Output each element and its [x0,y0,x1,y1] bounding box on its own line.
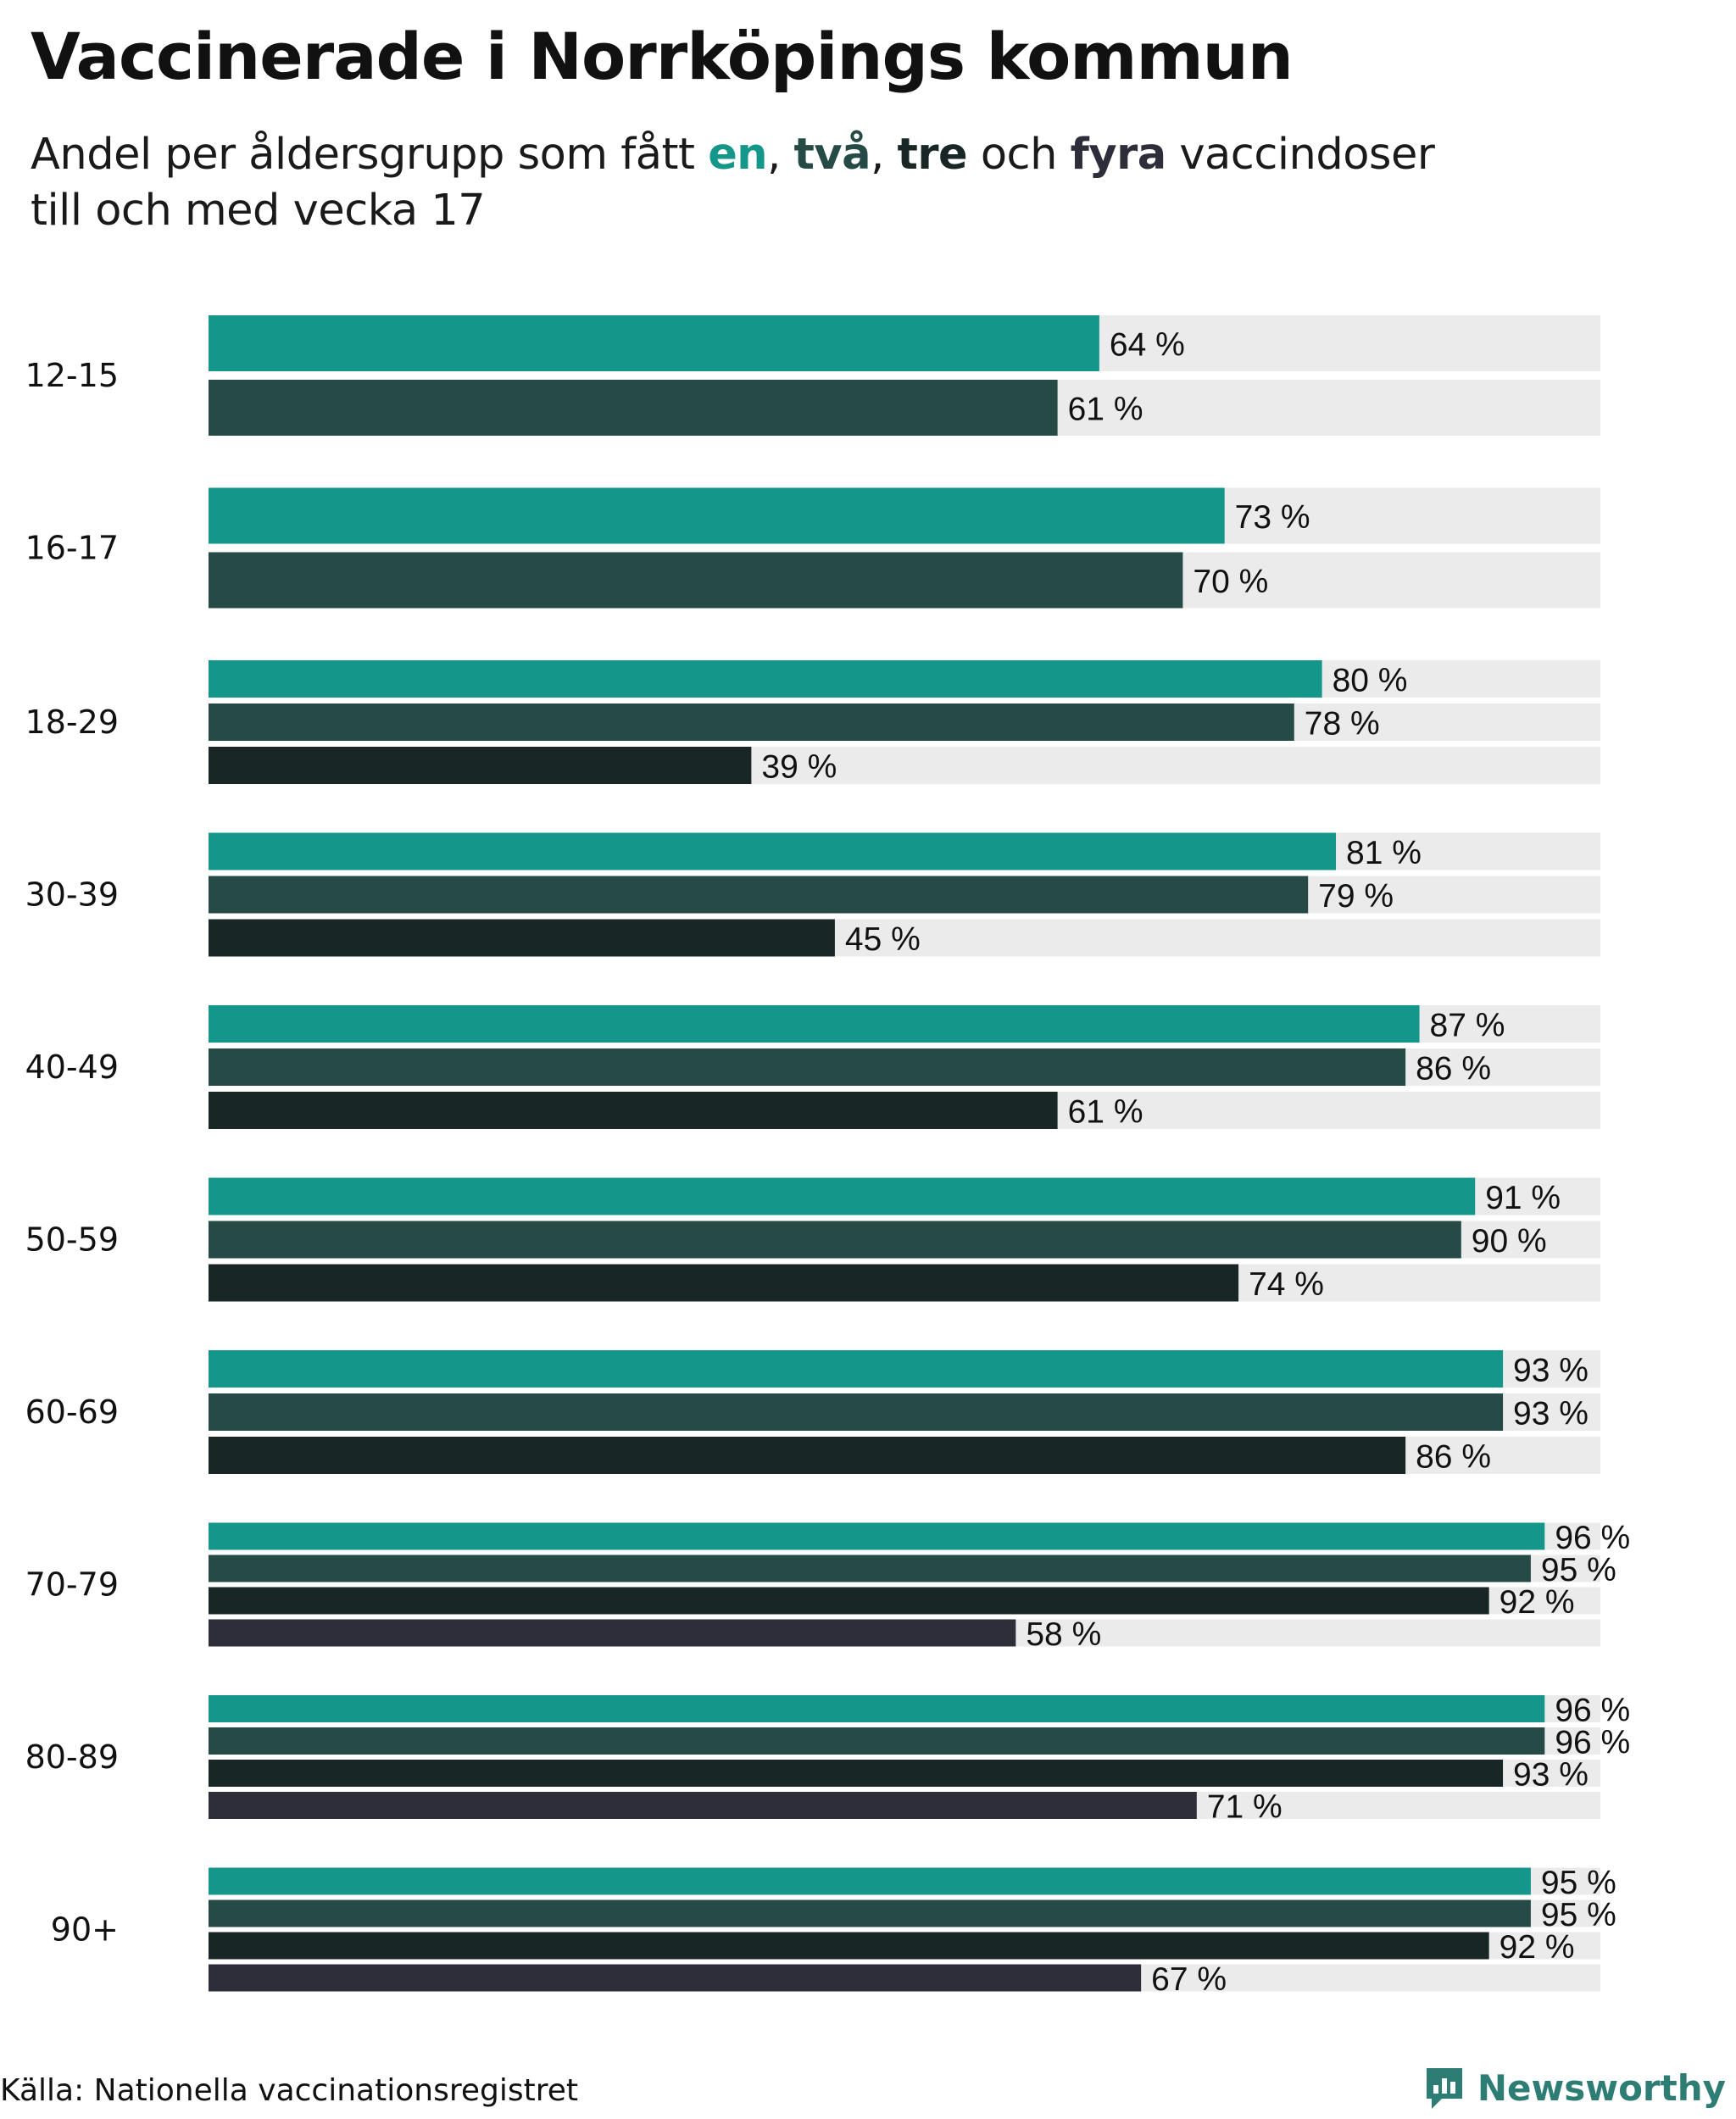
bar-18-29-dose-två [209,704,1294,741]
age-group-label: 18-29 [25,704,119,741]
bar-value-label: 95 % [1541,1552,1616,1588]
bar-12-15-dose-en [209,315,1099,371]
bar-50-59-dose-två [209,1221,1461,1259]
bar-80-89-dose-fyra [209,1792,1197,1819]
bar-value-label: 96 % [1555,1725,1630,1761]
age-group-label: 30-39 [25,876,119,914]
bar-value-label: 78 % [1305,706,1380,742]
age-group-label: 50-59 [25,1221,119,1259]
bar-value-label: 39 % [761,749,837,786]
age-group-label: 80-89 [25,1738,119,1776]
bar-90+-dose-två [209,1899,1531,1927]
age-group-label: 12-15 [25,357,119,394]
bar-value-label: 95 % [1541,1897,1616,1933]
age-group-label: 90+ [51,1911,119,1949]
bar-value-label: 93 % [1513,1757,1589,1794]
bar-value-label: 70 % [1193,564,1268,600]
subtitle-prefix: Andel per åldersgrupp som fått [31,130,709,180]
bar-value-label: 67 % [1151,1961,1227,1998]
subtitle-dose-four: fyra [1070,130,1167,180]
subtitle-dose-two: två [793,130,871,180]
bar-value-label: 96 % [1555,1520,1630,1556]
bar-40-49-dose-två [209,1048,1406,1086]
bar-value-label: 90 % [1472,1223,1547,1260]
bar-80-89-dose-två [209,1727,1545,1755]
bar-value-label: 45 % [845,921,921,958]
bar-60-69-dose-tre [209,1437,1406,1474]
age-group-label: 16-17 [25,530,119,567]
bar-16-17-dose-två [209,552,1183,609]
bar-50-59-dose-en [209,1177,1476,1215]
bar-60-69-dose-två [209,1393,1504,1431]
bar-70-79-dose-två [209,1554,1531,1582]
bar-value-label: 96 % [1555,1693,1630,1729]
bar-value-label: 79 % [1318,878,1394,915]
subtitle-and: och [967,130,1071,180]
age-group-label: 70-79 [25,1566,119,1604]
age-group-label: 60-69 [25,1393,119,1431]
bar-60-69-dose-en [209,1350,1504,1388]
bar-70-79-dose-fyra [209,1619,1016,1647]
bar-value-label: 71 % [1207,1789,1283,1826]
subtitle-dose-one: en [708,130,768,180]
bar-90+-dose-en [209,1867,1531,1895]
bar-12-15-dose-två [209,380,1058,436]
bar-value-label: 73 % [1235,499,1310,536]
subtitle-dose-three: tre [897,130,968,180]
bar-value-label: 80 % [1333,663,1408,699]
bar-80-89-dose-tre [209,1760,1504,1787]
bar-value-label: 61 % [1068,392,1143,428]
bar-18-29-dose-tre [209,747,752,784]
bar-value-label: 81 % [1346,835,1422,871]
newsworthy-logo-icon [1426,2068,1462,2109]
bar-90+-dose-fyra [209,1964,1142,1992]
bar-80-89-dose-en [209,1695,1545,1722]
bar-value-label: 58 % [1026,1616,1101,1653]
subtitle-separator-1: , [767,130,794,180]
bar-40-49-dose-en [209,1005,1420,1043]
bar-value-label: 93 % [1513,1396,1589,1432]
chart-title: Vaccinerade i Norrköpings kommun [31,19,1294,94]
bar-value-label: 93 % [1513,1353,1589,1389]
bar-value-label: 91 % [1485,1180,1561,1216]
bar-90+-dose-tre [209,1932,1489,1960]
brand-logo: Newsworthy [1423,2065,1726,2111]
bar-value-label: 87 % [1430,1008,1505,1044]
subtitle-period: till och med vecka 17 [31,186,486,236]
chart-subtitle: Andel per åldersgrupp som fått en, två, … [31,127,1641,239]
bar-16-17-dose-en [209,487,1225,544]
bar-value-label: 92 % [1500,1584,1575,1621]
source-note: Källa: Nationella vaccinationsregistret [0,2073,578,2108]
bar-value-label: 74 % [1249,1266,1324,1303]
bar-value-label: 64 % [1110,327,1185,364]
bar-70-79-dose-en [209,1522,1545,1550]
bar-30-39-dose-en [209,832,1337,870]
bar-value-label: 86 % [1416,1051,1491,1087]
bar-50-59-dose-tre [209,1264,1239,1302]
bar-value-label: 61 % [1068,1094,1143,1131]
age-group-label: 40-49 [25,1048,119,1086]
bar-30-39-dose-två [209,876,1309,914]
bar-70-79-dose-tre [209,1587,1489,1615]
bar-value-label: 95 % [1541,1865,1616,1901]
bar-40-49-dose-tre [209,1092,1058,1129]
bar-18-29-dose-en [209,660,1322,698]
subtitle-separator-2: , [871,130,898,180]
bar-value-label: 92 % [1500,1929,1575,1966]
brand-name: Newsworthy [1477,2066,1726,2109]
bar-value-label: 86 % [1416,1439,1491,1476]
bar-30-39-dose-tre [209,919,835,957]
subtitle-suffix: vaccindoser [1166,130,1435,180]
